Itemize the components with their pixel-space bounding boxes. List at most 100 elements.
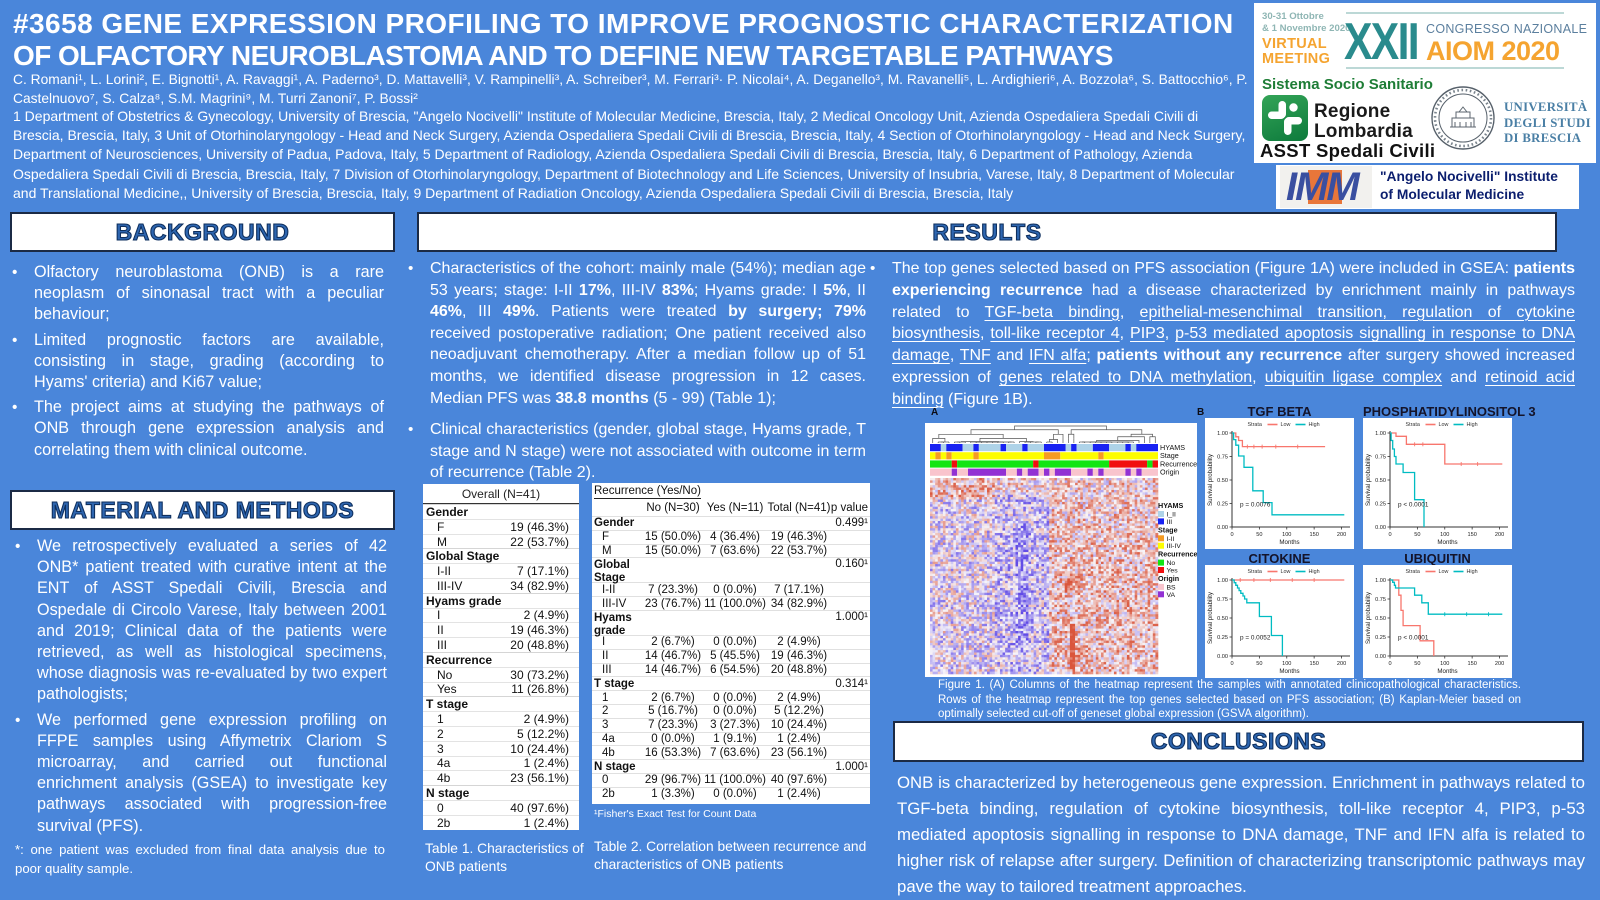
regione-lombardia-label: Regione Lombardia — [1314, 101, 1413, 142]
poster-title: #3658 GENE EXPRESSION PROFILING TO IMPRO… — [13, 8, 1258, 72]
bullet-item: Clinical characteristics (gender, global… — [408, 419, 866, 484]
table1-group-row: Recurrence — [423, 651, 579, 667]
affiliation-line: Ospedaliera Spedali Civili di Brescia, B… — [13, 165, 1235, 182]
conclusions-title: CONCLUSIONS — [1150, 727, 1327, 754]
table2: Recurrence (Yes/No) No (N=30) Yes (N=11) To… — [592, 483, 870, 804]
conclusions-header: CONCLUSIONS — [893, 721, 1584, 762]
figure-caption: Figure 1. (A) Columns of the heatmap rep… — [938, 679, 1521, 721]
results-middle-list: Characteristics of the cohort: mainly ma… — [408, 258, 866, 494]
table1-row: III-IV 34 (82.9%) — [423, 577, 579, 593]
bullet-item: We retrospectively evaluated a series of… — [15, 536, 387, 706]
heatmap-figure: HYAMSStageRecurrenceOriginHYAMSI_IIIIISt… — [930, 425, 1197, 675]
table1-row: F 19 (46.3%) — [423, 518, 579, 534]
table2-row: III 14 (46.7%) 6 (54.5%) 20 (48.8%) — [592, 662, 870, 677]
table2-top-header: Recurrence (Yes/No) — [594, 484, 701, 499]
km-panel-ubiquitin: 0.00 0.25 0.50 0.75 1.00 0 50 100 150 200 Months Su… — [1363, 565, 1512, 678]
table2-footnote: ¹Fisher's Exact Test for Count Data — [594, 808, 757, 820]
poster-authors: C. Romani¹, L. Lorini², E. Bignotti¹, A.… — [13, 71, 1258, 108]
table2-row: II 14 (46.7%) 5 (45.5%) 19 (46.3%) — [592, 648, 870, 663]
affiliation-line: and Translational Medicine,, University … — [13, 184, 1014, 201]
results-right-list: The top genes selected based on PFS asso… — [870, 258, 1575, 411]
table2-row: I-II 7 (23.3%) 0 (0.0%) 7 (17.1%) — [592, 582, 870, 596]
asst-spedali-civili-label: ASST Spedali Civili — [1260, 140, 1436, 161]
table2-group-row: Hyams grade 1.000¹ — [592, 609, 870, 637]
aiom-dates: 30-31 Ottobre & 1 Novembre 2020 — [1262, 11, 1351, 34]
table2-row: F 15 (50.0%) 4 (36.4%) 19 (46.3%) — [592, 529, 870, 544]
table2-group-row: T stage 0.314¹ — [592, 676, 870, 690]
unibs-label: UNIVERSITÀ DEGLI STUDI DI BRESCIA — [1504, 100, 1591, 145]
table2-row: 4b 16 (53.3%) 7 (63.6%) 23 (56.1%) — [592, 745, 870, 759]
regione-lombardia-icon — [1262, 95, 1308, 141]
table1-group-row: N stage — [423, 785, 579, 800]
imm-label: "Angelo Nocivelli" Institute of Molecula… — [1380, 169, 1558, 202]
logo-panel: 30-31 Ottobre & 1 Novembre 2020 VIRTUAL … — [1254, 3, 1596, 163]
methods-list: We retrospectively evaluated a series of… — [15, 536, 387, 841]
km-title-tgf-beta: TGF BETA — [1247, 404, 1312, 419]
poster-title-line1: #3658 GENE EXPRESSION PROFILING TO IMPRO… — [13, 8, 1234, 39]
table1-group-row: Global Stage — [423, 548, 579, 563]
svg-text:Stage: Stage — [1160, 451, 1179, 460]
poster-title-line2: OF OLFACTORY NEUROBLASTOMA AND TO DEFINE… — [13, 40, 1113, 71]
methods-title: MATERIAL AND METHODS — [50, 496, 355, 523]
svg-text:Origin: Origin — [1160, 468, 1179, 477]
table2-group-row: Gender 0.499¹ — [592, 516, 870, 530]
table1-caption: Table 1. Characteristics of ONB patients — [425, 841, 584, 874]
km-plot-citokine: 0.000.250.500.751.000 50 100 150 200MonthsSu… — [1207, 569, 1350, 675]
table2-row: 2b 1 (3.3%) 0 (0.0%) 1 (2.4%) — [592, 786, 870, 801]
affiliation-line: Department of Neurosciences, University … — [13, 146, 1193, 163]
table2-group-row: N stage 1.000¹ — [592, 759, 870, 773]
bullet-item: The project aims at studying the pathway… — [12, 397, 384, 461]
table1-row: II 19 (46.3%) — [423, 622, 579, 637]
rosa-camuna-icon — [1268, 101, 1302, 135]
aiom-congress-label: CONGRESSO NAZIONALE — [1426, 22, 1588, 36]
aiom-virtual-meeting: VIRTUAL MEETING — [1262, 36, 1331, 67]
aiom-rule-bottom — [1346, 67, 1564, 69]
heatmap-panel: HYAMS Stage Recurrence Origin HYAMS I_II III St… — [925, 423, 1197, 677]
poster-affiliations: 1 Department of Obstetrics & Gynecology,… — [13, 107, 1263, 203]
table1-row: No 30 (73.2%) — [423, 666, 579, 682]
authors-line1: C. Romani¹, L. Lorini², E. Bignotti¹, A.… — [13, 72, 1248, 87]
bullet-item: The top genes selected based on PFS asso… — [870, 258, 1575, 411]
methods-footnote: *: one patient was excluded from final d… — [15, 842, 385, 876]
table2-caption: Table 2. Correlation between recurrence … — [594, 839, 867, 872]
aiom-xxii: XXII — [1344, 13, 1420, 71]
results-title: RESULTS — [932, 218, 1042, 245]
unibs-seal-icon — [1430, 85, 1496, 156]
aiom-rule-top — [1346, 12, 1564, 14]
background-header: BACKGROUND — [10, 212, 395, 252]
km-plot-ubiquitin: 0.000.250.500.751.000 50 100 150 200MonthsSu… — [1365, 569, 1508, 675]
imm-acronym: IMM — [1286, 166, 1360, 208]
results-header: RESULTS — [417, 212, 1557, 252]
table1-group-row: Hyams grade — [423, 592, 579, 608]
km-plot-phosphatidylinositol: 0.000.250.500.751.000 50 100 150 200MonthsSu… — [1365, 422, 1508, 546]
authors-line2: Castelnuovo⁷, S. Calza⁸, S.M. Magrini⁹, … — [13, 90, 418, 106]
bullet-item: We performed gene expression profiling o… — [15, 710, 387, 837]
imm-logo: IMM — [1280, 166, 1372, 208]
background-title: BACKGROUND — [115, 218, 290, 245]
table1-row: 4b 23 (56.1%) — [423, 770, 579, 785]
table1-row: M 22 (53.7%) — [423, 533, 579, 549]
aiom-congress-logo: 30-31 Ottobre & 1 Novembre 2020 VIRTUAL … — [1262, 11, 1351, 67]
bullet-item: Olfactory neuroblastoma (ONB) is a rare … — [12, 262, 384, 326]
km-title-ubiquitin: UBIQUITIN — [1404, 551, 1471, 566]
table2-column-header: No (N=30) Yes (N=11) Total (N=41) p value — [646, 502, 868, 514]
table1-row: 2b 1 (2.4%) — [423, 814, 579, 830]
km-plot-tgf-beta: 0.000.250.500.751.000 50 100 150 200MonthsSu… — [1207, 422, 1350, 546]
bullet-item: Limited prognostic factors are available… — [12, 330, 384, 394]
table2-row: M 15 (50.0%) 7 (63.6%) 22 (53.7%) — [592, 543, 870, 558]
aiom-brand-block: CONGRESSO NAZIONALE AIOM 2020 — [1426, 22, 1587, 67]
affiliation-line: 1 Department of Obstetrics & Gynecology,… — [13, 108, 1199, 124]
background-list: Olfactory neuroblastoma (ONB) is a rare … — [12, 262, 384, 465]
affiliation-line: Brescia, Brescia, Italy, 3 Unit of Otorh… — [13, 127, 1246, 144]
svg-text:HYAMS: HYAMS — [1160, 443, 1185, 452]
table1-row: 0 40 (97.6%) — [423, 799, 579, 815]
table1-row: Yes 11 (26.8%) — [423, 681, 579, 696]
conclusions-text: ONB is characterized by heterogeneous ge… — [897, 773, 1585, 896]
